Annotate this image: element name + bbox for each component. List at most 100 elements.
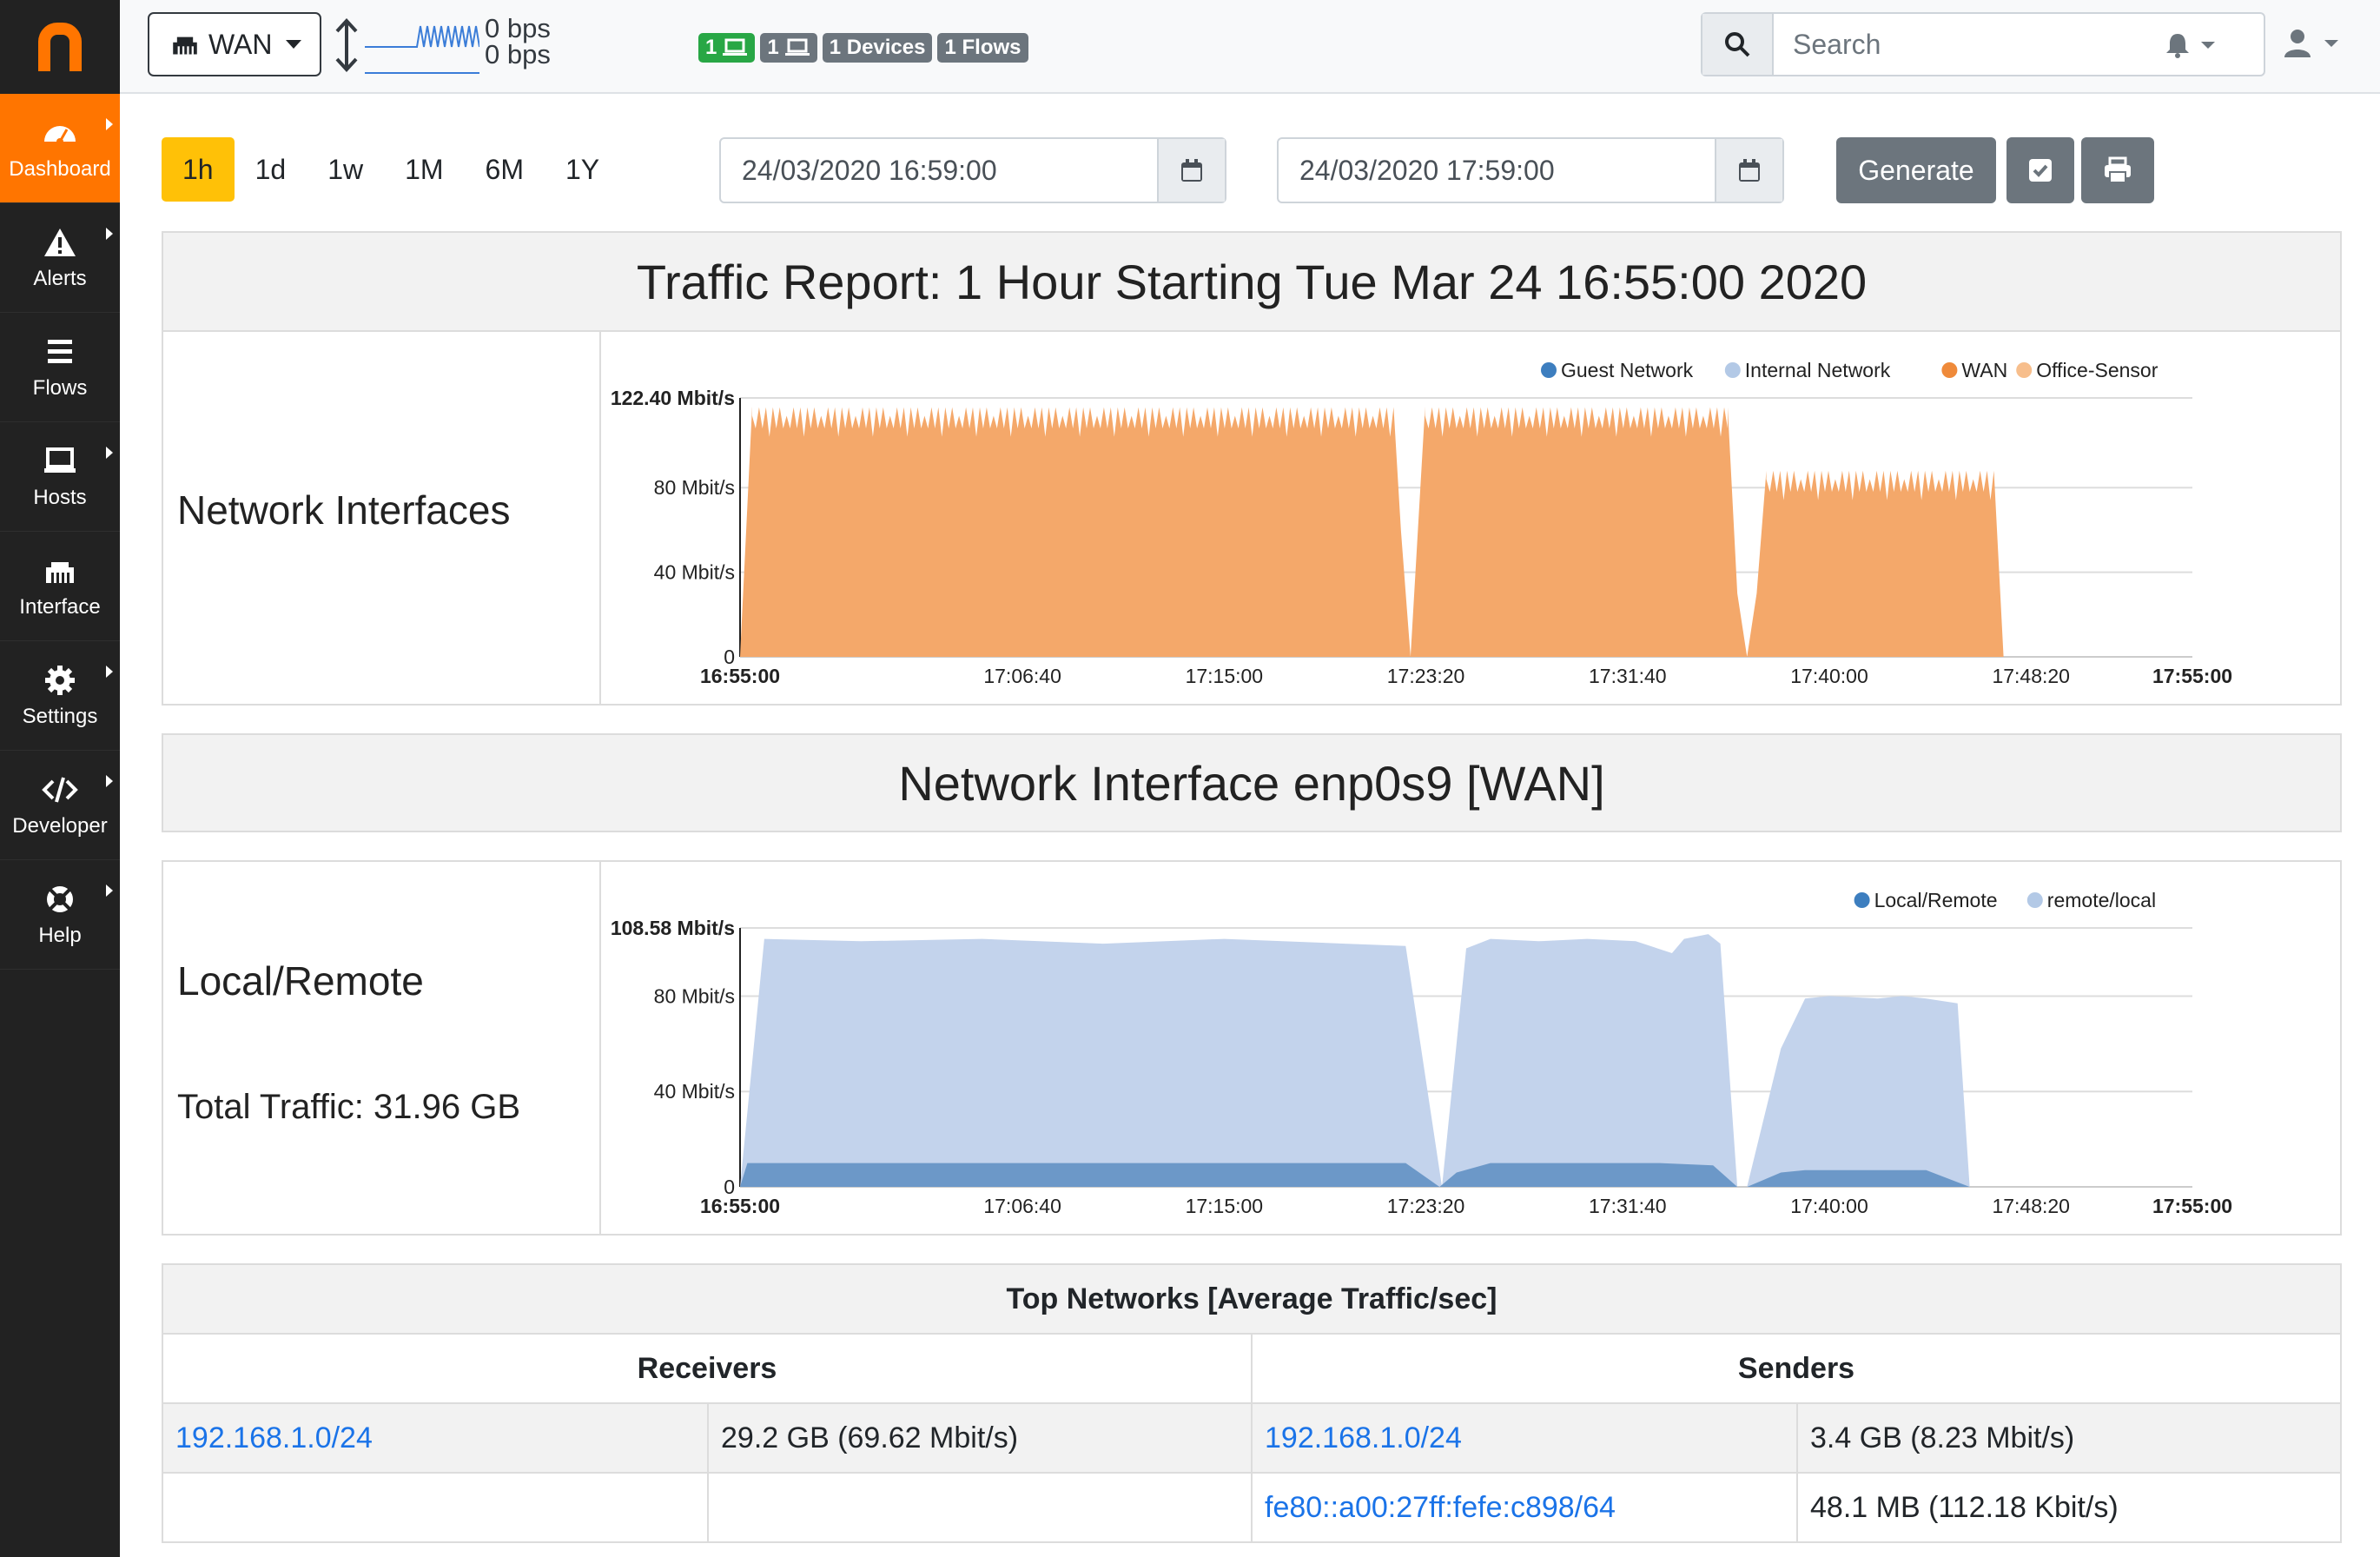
range-button-1M[interactable]: 1M <box>405 153 444 185</box>
legend-label[interactable]: WAN <box>1961 359 2007 381</box>
end-date-field[interactable]: 24/03/2020 17:59:00 <box>1277 137 1784 203</box>
y-tick-label: 40 Mbit/s <box>654 1080 735 1103</box>
chevron-right-icon <box>106 118 113 130</box>
start-date-field[interactable]: 24/03/2020 16:59:00 <box>719 137 1226 203</box>
y-tick-label: 80 Mbit/s <box>654 476 735 499</box>
warning-icon <box>44 228 76 256</box>
throughput-readout: 0 bps 0 bps <box>485 15 551 68</box>
series-texture <box>1766 466 1994 500</box>
sidebar-item-alerts[interactable]: Alerts <box>0 203 120 313</box>
range-button-1Y[interactable]: 1Y <box>565 153 600 185</box>
range-button-1h[interactable]: 1h <box>162 137 235 202</box>
local-remote-label-cell: Local/Remote Total Traffic: 31.96 GB <box>163 862 601 1234</box>
sidebar-item-label: Alerts <box>33 266 87 290</box>
sidebar-item-label: Help <box>38 923 82 947</box>
remote-hosts-badge[interactable]: 1 <box>760 33 817 63</box>
gear-icon <box>45 665 75 695</box>
sender-network-link[interactable]: 192.168.1.0/24 <box>1265 1421 1462 1454</box>
table-row: 192.168.1.0/24 29.2 GB (69.62 Mbit/s) 19… <box>162 1402 2342 1474</box>
x-tick-label: 17:06:40 <box>983 665 1061 687</box>
print-icon <box>2105 156 2131 183</box>
network-interfaces-chart[interactable]: 0 40 Mbit/s 80 Mbit/s 122.40 Mbit/s 16:55:00… <box>601 332 2340 704</box>
x-tick-label: 17:55:00 <box>2152 665 2232 687</box>
report-title: Traffic Report: 1 Hour Starting Tue Mar … <box>162 231 2342 332</box>
x-tick-label: 17:15:00 <box>1186 1195 1264 1217</box>
list-icon <box>48 339 72 363</box>
x-tick-label: 17:48:20 <box>1992 1195 2070 1217</box>
calendar-icon <box>1181 159 1202 182</box>
legend-swatch[interactable] <box>1941 362 1958 378</box>
sidebar-item-help[interactable]: Help <box>0 860 120 970</box>
flows-badge[interactable]: 1 Flows <box>937 33 1028 63</box>
sidebar-item-label: Flows <box>32 375 88 400</box>
devices-badge[interactable]: 1 Devices <box>822 33 933 63</box>
sidebar-item-label: Dashboard <box>9 156 111 181</box>
start-calendar-button[interactable] <box>1157 139 1225 202</box>
sender-value: 3.4 GB (8.23 Mbit/s) <box>1796 1402 2342 1474</box>
legend-swatch[interactable] <box>1724 362 1741 378</box>
sidebar-item-hosts[interactable]: Hosts <box>0 422 120 532</box>
select-charts-button[interactable] <box>2006 137 2074 203</box>
sidebar-item-flows[interactable]: Flows <box>0 313 120 422</box>
search-button[interactable] <box>1702 14 1774 75</box>
local-remote-panel: Local/Remote Total Traffic: 31.96 GB 0 40… <box>162 860 2342 1236</box>
sender-network-link[interactable]: fe80::a00:27ff:fefe:c898/64 <box>1265 1490 1616 1524</box>
sidebar-item-interface[interactable]: Interface <box>0 532 120 641</box>
sidebar-item-developer[interactable]: Developer <box>0 751 120 860</box>
sidebar-item-settings[interactable]: Settings <box>0 641 120 751</box>
legend-label[interactable]: Local/Remote <box>1874 889 1998 911</box>
legend-swatch[interactable] <box>2026 892 2043 908</box>
legend-swatch[interactable] <box>1541 362 1557 378</box>
legend-swatch[interactable] <box>1854 892 1870 908</box>
search-icon <box>1725 32 1750 57</box>
local-remote-chart[interactable]: 0 40 Mbit/s 80 Mbit/s 108.58 Mbit/s 16:55:00… <box>601 862 2340 1234</box>
alerts-dropdown[interactable] <box>2165 31 2215 59</box>
user-dropdown[interactable] <box>2283 28 2338 59</box>
calendar-icon <box>1739 159 1760 182</box>
receiver-network-link[interactable]: 192.168.1.0/24 <box>175 1421 373 1454</box>
end-date-value[interactable]: 24/03/2020 17:59:00 <box>1299 154 1555 186</box>
sidebar-item-label: Settings <box>22 704 98 728</box>
laptop-icon <box>44 447 76 473</box>
x-tick-label: 17:31:40 <box>1589 1195 1667 1217</box>
logo-mark <box>38 23 82 71</box>
sidebar-item-label: Hosts <box>33 485 87 509</box>
chevron-down-icon <box>2324 40 2338 47</box>
chevron-right-icon <box>106 775 113 787</box>
range-button-6M[interactable]: 6M <box>485 153 524 185</box>
interface-selector[interactable]: WAN <box>148 12 321 76</box>
series-area-wan[interactable] <box>740 407 2004 657</box>
y-tick-label: 0 <box>724 1176 735 1198</box>
start-date-value[interactable]: 24/03/2020 16:59:00 <box>742 154 997 186</box>
legend-label[interactable]: Internal Network <box>1745 359 1891 381</box>
print-button[interactable] <box>2081 137 2154 203</box>
ntopng-logo[interactable] <box>0 0 120 94</box>
table-row: fe80::a00:27ff:fefe:c898/64 48.1 MB (112… <box>162 1472 2342 1543</box>
range-button-1d[interactable]: 1d <box>255 153 287 185</box>
generate-button[interactable]: Generate <box>1836 137 1996 203</box>
legend-label[interactable]: Office-Sensor <box>2036 359 2159 381</box>
chevron-right-icon <box>106 228 113 240</box>
range-button-1w[interactable]: 1w <box>327 153 364 185</box>
throughput-sparkline <box>365 25 479 74</box>
local-remote-chart-cell: 0 40 Mbit/s 80 Mbit/s 108.58 Mbit/s 16:55:00… <box>601 862 2340 1234</box>
sidebar-item-dashboard[interactable]: Dashboard <box>0 94 120 203</box>
legend-swatch[interactable] <box>2016 362 2033 378</box>
series-texture <box>751 402 1394 437</box>
local-hosts-badge[interactable]: 1 <box>698 33 756 63</box>
interface-name: WAN <box>208 28 273 60</box>
legend-label[interactable]: Guest Network <box>1561 359 1694 381</box>
network-interfaces-chart-cell: 0 40 Mbit/s 80 Mbit/s 122.40 Mbit/s 16:55:00… <box>601 332 2340 704</box>
sender-network-cell: 192.168.1.0/24 <box>1251 1402 1798 1474</box>
ethernet-icon <box>46 561 74 583</box>
legend-label[interactable]: remote/local <box>2047 889 2156 911</box>
end-calendar-button[interactable] <box>1715 139 1782 202</box>
series-area-remote-local[interactable] <box>740 934 1970 1187</box>
series-area-local-remote[interactable] <box>740 1163 1970 1187</box>
checkbox-icon <box>2029 159 2052 182</box>
laptop-icon <box>784 38 810 56</box>
series-texture <box>1425 402 1728 437</box>
sidebar-item-label: Developer <box>12 813 108 838</box>
status-badges: 1 1 1 Devices 1 Flows <box>698 33 1028 63</box>
sidebar-item-label: Interface <box>19 594 101 619</box>
